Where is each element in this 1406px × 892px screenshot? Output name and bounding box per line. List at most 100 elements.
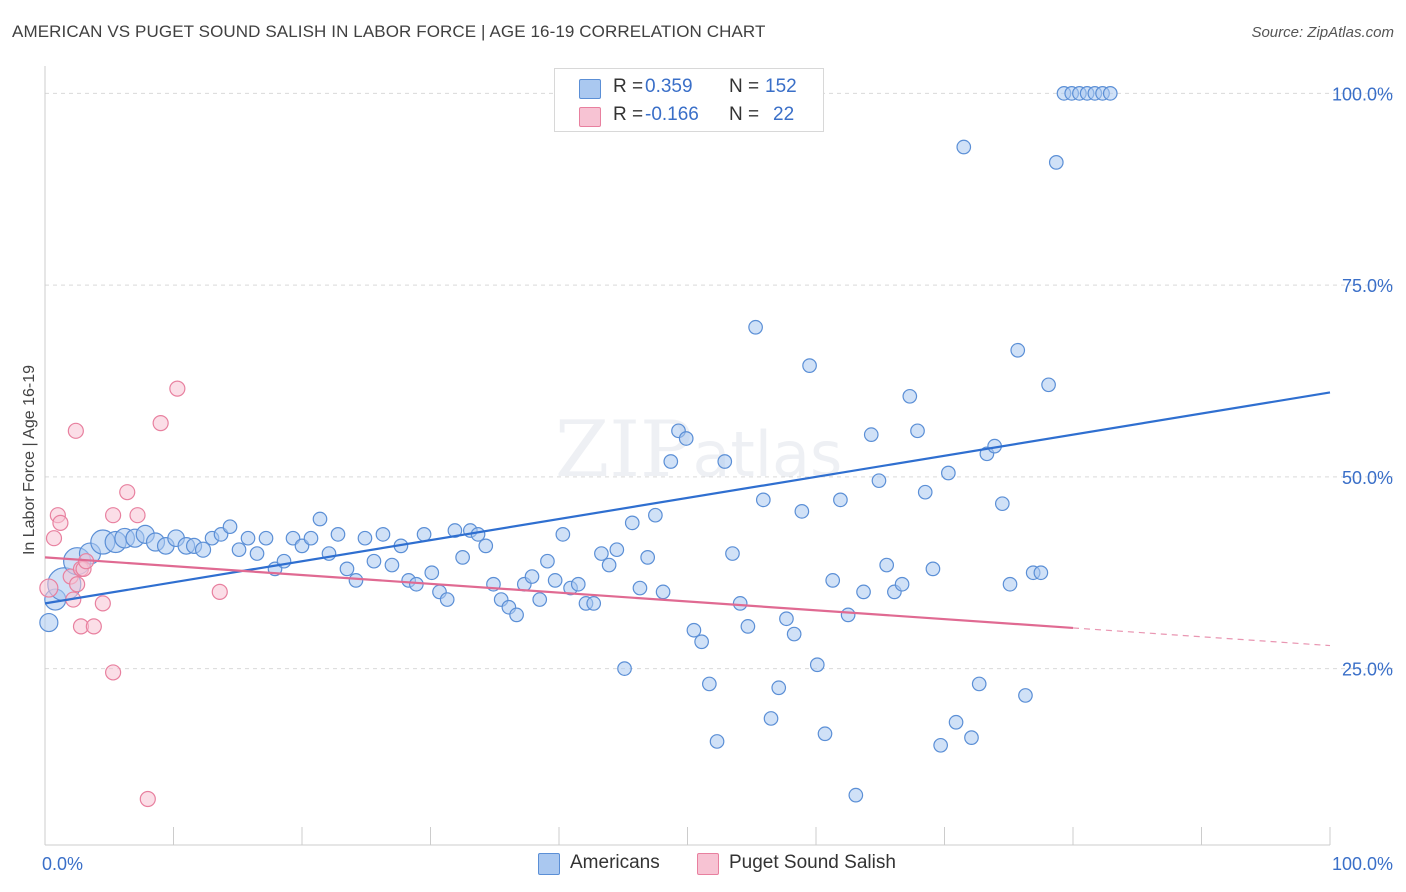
legend-n-value: 152 bbox=[765, 76, 797, 97]
legend-n-label: N = bbox=[729, 104, 760, 125]
americans-point bbox=[339, 561, 355, 577]
legend-n-value: 22 bbox=[773, 104, 795, 125]
americans-point bbox=[586, 596, 602, 611]
americans-point bbox=[1102, 85, 1118, 101]
y-tick-label: 75.0% bbox=[1342, 276, 1393, 296]
chart-title: AMERICAN VS PUGET SOUND SALISH IN LABOR … bbox=[12, 22, 766, 41]
americans-point bbox=[194, 541, 212, 558]
y-tick-label: 25.0% bbox=[1342, 660, 1393, 680]
americans-point bbox=[755, 492, 771, 508]
salish-point bbox=[67, 422, 84, 439]
americans-point bbox=[709, 734, 725, 749]
legend-r-value: -0.166 bbox=[645, 104, 699, 125]
americans-point bbox=[1010, 342, 1026, 358]
americans-point bbox=[771, 680, 787, 696]
americans-point bbox=[863, 427, 879, 443]
americans-point bbox=[416, 527, 432, 542]
salish-point bbox=[152, 415, 169, 432]
salish-point bbox=[45, 530, 63, 547]
salish-point bbox=[105, 507, 122, 524]
americans-point bbox=[786, 626, 802, 642]
americans-swatch bbox=[579, 79, 601, 99]
americans-point bbox=[594, 546, 609, 561]
americans-point bbox=[555, 527, 571, 542]
salish-trend-extension bbox=[1072, 627, 1331, 647]
americans-point bbox=[1033, 565, 1049, 581]
americans-point bbox=[39, 612, 59, 633]
legend-row-salish: R = -0.166 N = 22 bbox=[555, 101, 823, 129]
americans-point bbox=[249, 546, 265, 561]
americans-point bbox=[917, 484, 933, 500]
americans-point bbox=[840, 607, 856, 623]
americans-point bbox=[470, 527, 486, 542]
salish-point bbox=[211, 583, 228, 600]
salish-point bbox=[52, 514, 69, 531]
americans-point bbox=[375, 527, 391, 542]
americans-point bbox=[902, 388, 918, 404]
americans-point bbox=[258, 530, 274, 546]
americans-point bbox=[617, 661, 632, 676]
americans-points bbox=[39, 85, 1118, 803]
legend-r-label: R = bbox=[613, 76, 644, 97]
americans-point bbox=[925, 561, 941, 577]
americans-point bbox=[956, 139, 972, 155]
americans-point bbox=[701, 676, 717, 692]
americans-point bbox=[848, 787, 864, 803]
salish-point bbox=[85, 618, 102, 635]
americans-point bbox=[540, 553, 555, 569]
americans-point bbox=[424, 565, 440, 581]
americans-point bbox=[330, 527, 346, 542]
axes bbox=[44, 66, 1331, 846]
americans-point bbox=[717, 454, 733, 469]
americans-point bbox=[303, 530, 319, 546]
americans-point bbox=[933, 737, 948, 753]
americans-point bbox=[455, 550, 470, 565]
americans-point bbox=[357, 530, 373, 546]
salish-points bbox=[39, 380, 228, 808]
americans-point bbox=[601, 557, 617, 573]
tick-labels: 25.0% 50.0% 75.0% 100.0% 0.0% 100.0% bbox=[42, 84, 1393, 874]
salish-swatch bbox=[579, 107, 601, 127]
salish-point bbox=[169, 380, 186, 397]
americans-point bbox=[348, 573, 364, 588]
y-tick-label: 100.0% bbox=[1332, 84, 1393, 104]
americans-point bbox=[817, 726, 833, 742]
salish-point bbox=[119, 484, 136, 501]
americans-point bbox=[655, 584, 671, 600]
salish-point bbox=[139, 790, 156, 808]
americans-point bbox=[833, 492, 848, 508]
americans-point bbox=[439, 592, 455, 607]
americans-point bbox=[871, 473, 887, 489]
americans-point bbox=[678, 431, 694, 446]
americans-point bbox=[994, 496, 1010, 512]
correlation-legend: R = 0.359 N = 152 R = -0.166 N = 22 bbox=[554, 68, 824, 132]
americans-point bbox=[547, 573, 563, 588]
americans-point bbox=[1018, 688, 1033, 703]
americans-point bbox=[366, 553, 382, 569]
chart-source: Source: ZipAtlas.com bbox=[1251, 24, 1394, 41]
americans-point bbox=[222, 519, 238, 535]
grid-lines bbox=[45, 92, 1395, 670]
americans-point bbox=[894, 576, 910, 592]
americans-point bbox=[694, 634, 709, 650]
americans-legend-label: Americans bbox=[570, 852, 660, 873]
americans-legend-swatch bbox=[538, 853, 560, 875]
americans-point bbox=[532, 592, 548, 607]
americans-point bbox=[964, 730, 979, 745]
americans-point bbox=[794, 504, 810, 519]
americans-point bbox=[648, 507, 663, 523]
americans-point bbox=[663, 454, 679, 469]
americans-point bbox=[948, 714, 964, 730]
americans-point bbox=[941, 465, 956, 481]
legend-r-value: 0.359 bbox=[645, 76, 693, 97]
y-tick-label: 50.0% bbox=[1342, 468, 1393, 488]
americans-point bbox=[509, 607, 524, 623]
trend-lines bbox=[44, 391, 1331, 647]
salish-legend-label: Puget Sound Salish bbox=[729, 852, 896, 873]
americans-point bbox=[809, 657, 825, 673]
americans-point bbox=[609, 542, 625, 558]
americans-point bbox=[384, 557, 400, 573]
salish-trend-line bbox=[44, 556, 1074, 630]
americans-point bbox=[478, 538, 494, 554]
americans-point bbox=[910, 423, 925, 439]
